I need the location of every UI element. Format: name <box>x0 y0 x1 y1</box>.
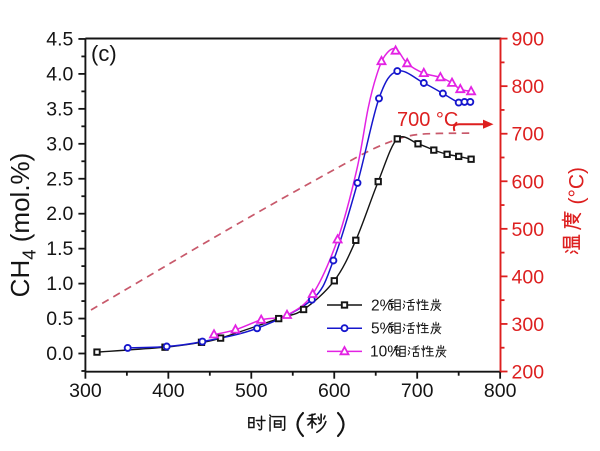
svg-text:300: 300 <box>512 314 545 336</box>
svg-text:2%: 2% <box>371 297 394 314</box>
svg-text:600: 600 <box>318 380 351 402</box>
svg-text:600: 600 <box>512 171 545 193</box>
svg-text:0.0: 0.0 <box>46 343 73 365</box>
svg-text:1.0: 1.0 <box>46 273 73 295</box>
svg-text:700: 700 <box>512 124 545 146</box>
svg-text:2.0: 2.0 <box>46 203 73 225</box>
svg-text:800: 800 <box>484 380 517 402</box>
svg-text:3.5: 3.5 <box>46 98 73 120</box>
svg-text:400: 400 <box>512 266 545 288</box>
svg-text:900: 900 <box>512 29 545 51</box>
svg-text:200: 200 <box>512 362 545 384</box>
svg-text:700: 700 <box>401 380 434 402</box>
svg-text:2.5: 2.5 <box>46 168 73 190</box>
svg-text:500: 500 <box>235 380 268 402</box>
svg-text:10%: 10% <box>370 344 401 361</box>
svg-text:400: 400 <box>152 380 185 402</box>
svg-text:0.5: 0.5 <box>46 308 73 330</box>
svg-text:800: 800 <box>512 76 545 98</box>
svg-text:4.0: 4.0 <box>46 63 73 85</box>
svg-text:500: 500 <box>512 219 545 241</box>
svg-text:(°C): (°C) <box>566 167 589 205</box>
svg-text:(c): (c) <box>91 41 117 66</box>
svg-text:4.5: 4.5 <box>46 28 73 50</box>
svg-text:300: 300 <box>69 380 102 402</box>
svg-text:CH4 (mol.%): CH4 (mol.%) <box>5 153 40 298</box>
svg-text:700 °C: 700 °C <box>397 109 458 131</box>
svg-text:3.0: 3.0 <box>46 133 73 155</box>
svg-text:1.5: 1.5 <box>46 238 73 260</box>
svg-text:5%: 5% <box>371 321 394 338</box>
